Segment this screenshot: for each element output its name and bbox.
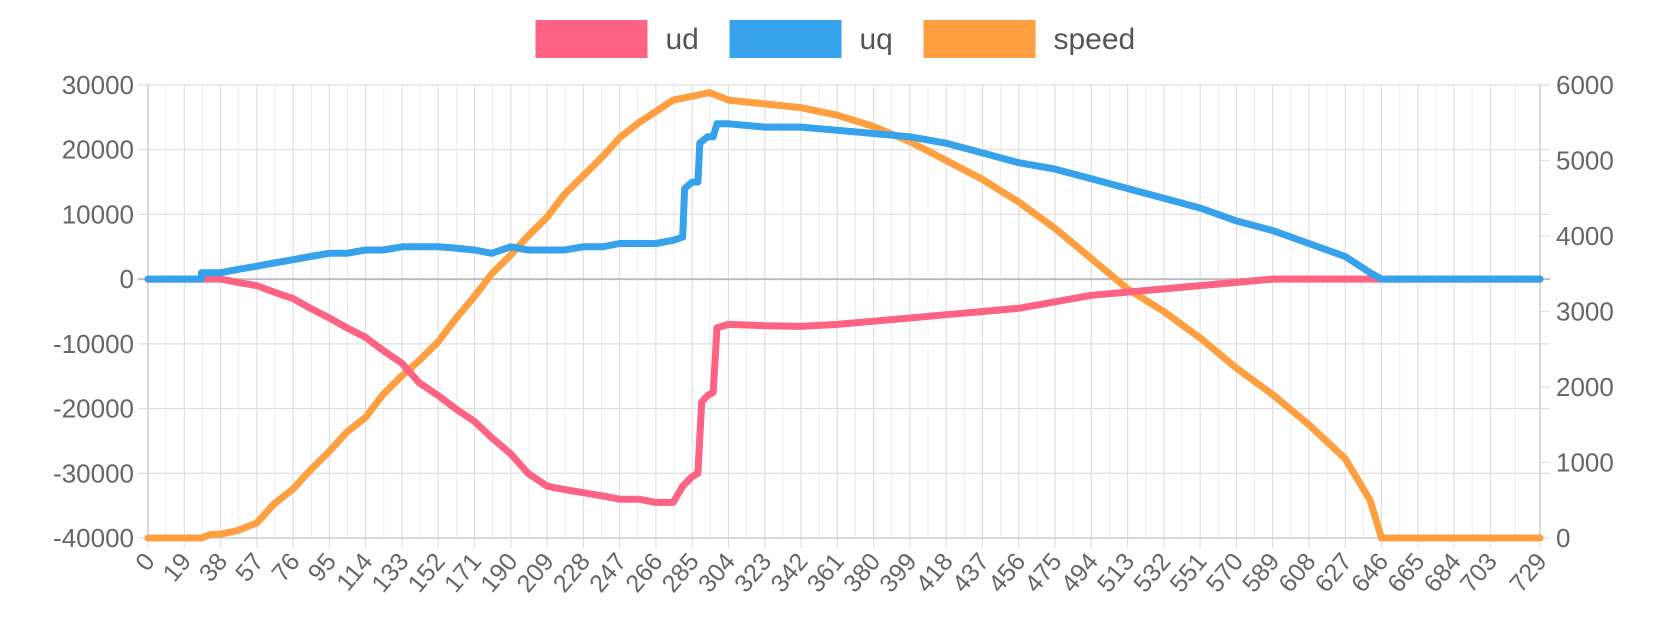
grid-lines bbox=[138, 84, 1550, 548]
series-line-speed bbox=[144, 89, 1544, 542]
y-right-tick-label: 5000 bbox=[1556, 146, 1614, 176]
y-left-tick-label: -10000 bbox=[53, 329, 134, 359]
series-layer bbox=[144, 89, 1544, 542]
x-tick-label: 703 bbox=[1455, 548, 1503, 598]
y-left-tick-label: -40000 bbox=[53, 523, 134, 553]
legend-item-speed[interactable]: speed bbox=[923, 20, 1136, 58]
legend-swatch-speed bbox=[923, 20, 1036, 58]
y-right-tick-label: 4000 bbox=[1556, 221, 1614, 251]
x-tick-label: 57 bbox=[230, 548, 269, 587]
y-left-tick-label: -30000 bbox=[53, 458, 134, 488]
y-left-tick-label: 20000 bbox=[62, 135, 134, 165]
legend-item-uq[interactable]: uq bbox=[729, 20, 893, 58]
legend-item-ud[interactable]: ud bbox=[535, 20, 699, 58]
series-line-uq bbox=[144, 120, 1544, 283]
x-tick-label: 76 bbox=[266, 548, 305, 587]
x-tick-label: 38 bbox=[194, 548, 233, 587]
y-right-tick-label: 1000 bbox=[1556, 448, 1614, 478]
y-right-tick-label: 6000 bbox=[1556, 70, 1614, 100]
x-tick-label: 19 bbox=[158, 548, 197, 587]
legend-label-uq: uq bbox=[860, 23, 893, 56]
x-tick-label: 0 bbox=[130, 548, 160, 577]
series-line-ud bbox=[144, 275, 1544, 506]
y-right-tick-label: 3000 bbox=[1556, 297, 1614, 327]
y-right-tick-label: 0 bbox=[1556, 523, 1570, 553]
y-left-tick-label: 0 bbox=[120, 264, 134, 294]
x-tick-label: 729 bbox=[1504, 548, 1552, 598]
legend-swatch-ud bbox=[535, 20, 648, 58]
legend[interactable]: ud uq speed bbox=[535, 20, 1136, 58]
y-left-tick-label: -20000 bbox=[53, 394, 134, 424]
x-tick-label: 114 bbox=[331, 548, 378, 597]
legend-swatch-uq bbox=[729, 20, 842, 58]
y-left-tick-label: 10000 bbox=[62, 199, 134, 229]
y-right-tick-label: 2000 bbox=[1556, 372, 1614, 402]
legend-label-ud: ud bbox=[666, 23, 699, 56]
y-left-tick-label: 30000 bbox=[62, 70, 134, 100]
legend-label-speed: speed bbox=[1054, 23, 1136, 56]
